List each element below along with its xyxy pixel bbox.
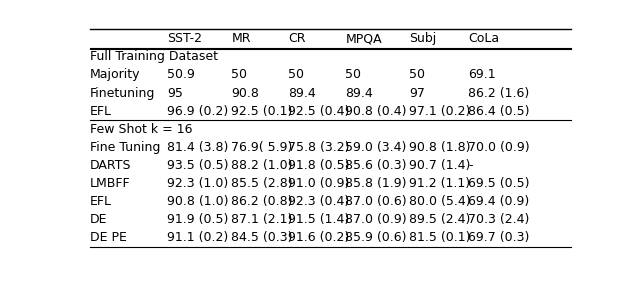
Text: 69.7 (0.3): 69.7 (0.3)	[468, 231, 530, 244]
Text: 87.0 (0.6): 87.0 (0.6)	[346, 195, 407, 208]
Text: 90.8: 90.8	[231, 86, 259, 100]
Text: DE PE: DE PE	[90, 231, 127, 244]
Text: 86.4 (0.5): 86.4 (0.5)	[468, 105, 530, 118]
Text: 90.8 (1.0): 90.8 (1.0)	[167, 195, 228, 208]
Text: 70.3 (2.4): 70.3 (2.4)	[468, 213, 530, 226]
Text: DE: DE	[90, 213, 108, 226]
Text: Majority: Majority	[90, 68, 140, 82]
Text: 69.1: 69.1	[468, 68, 496, 82]
Text: -: -	[468, 159, 473, 172]
Text: 85.6 (0.3): 85.6 (0.3)	[346, 159, 407, 172]
Text: 75.8 (3.2): 75.8 (3.2)	[288, 141, 350, 154]
Text: Finetuning: Finetuning	[90, 86, 156, 100]
Text: 89.5 (2.4): 89.5 (2.4)	[409, 213, 470, 226]
Text: 89.4: 89.4	[288, 86, 316, 100]
Text: 50: 50	[231, 68, 247, 82]
Text: 87.1 (2.1): 87.1 (2.1)	[231, 213, 292, 226]
Text: CR: CR	[288, 32, 306, 45]
Text: 69.4 (0.9): 69.4 (0.9)	[468, 195, 530, 208]
Text: 92.5 (0.1): 92.5 (0.1)	[231, 105, 292, 118]
Text: 93.5 (0.5): 93.5 (0.5)	[167, 159, 228, 172]
Text: 87.0 (0.9): 87.0 (0.9)	[346, 213, 407, 226]
Text: 89.4: 89.4	[346, 86, 373, 100]
Text: 92.3 (0.4): 92.3 (0.4)	[288, 195, 349, 208]
Text: 95: 95	[167, 86, 182, 100]
Text: EFL: EFL	[90, 105, 112, 118]
Text: 96.9 (0.2): 96.9 (0.2)	[167, 105, 228, 118]
Text: 50.9: 50.9	[167, 68, 195, 82]
Text: Subj: Subj	[409, 32, 436, 45]
Text: MR: MR	[231, 32, 251, 45]
Text: 76.9( 5.9): 76.9( 5.9)	[231, 141, 292, 154]
Text: 91.5 (1.4): 91.5 (1.4)	[288, 213, 349, 226]
Text: 50: 50	[346, 68, 362, 82]
Text: CoLa: CoLa	[468, 32, 499, 45]
Text: 91.2 (1.1): 91.2 (1.1)	[409, 177, 470, 190]
Text: Few Shot k = 16: Few Shot k = 16	[90, 123, 193, 136]
Text: 92.3 (1.0): 92.3 (1.0)	[167, 177, 228, 190]
Text: 81.4 (3.8): 81.4 (3.8)	[167, 141, 228, 154]
Text: 81.5 (0.1): 81.5 (0.1)	[409, 231, 470, 244]
Text: DARTS: DARTS	[90, 159, 131, 172]
Text: MPQA: MPQA	[346, 32, 382, 45]
Text: 91.0 (0.9): 91.0 (0.9)	[288, 177, 349, 190]
Text: 85.8 (1.9): 85.8 (1.9)	[346, 177, 407, 190]
Text: 97: 97	[409, 86, 425, 100]
Text: 84.5 (0.3): 84.5 (0.3)	[231, 231, 292, 244]
Text: 88.2 (1.0): 88.2 (1.0)	[231, 159, 292, 172]
Text: 85.9 (0.6): 85.9 (0.6)	[346, 231, 407, 244]
Text: 91.6 (0.2): 91.6 (0.2)	[288, 231, 349, 244]
Text: Fine Tuning: Fine Tuning	[90, 141, 160, 154]
Text: 86.2 (0.8): 86.2 (0.8)	[231, 195, 292, 208]
Text: 91.9 (0.5): 91.9 (0.5)	[167, 213, 228, 226]
Text: 97.1 (0.2): 97.1 (0.2)	[409, 105, 470, 118]
Text: 50: 50	[288, 68, 305, 82]
Text: 90.8 (0.4): 90.8 (0.4)	[346, 105, 407, 118]
Text: 85.5 (2.8): 85.5 (2.8)	[231, 177, 293, 190]
Text: 70.0 (0.9): 70.0 (0.9)	[468, 141, 530, 154]
Text: 91.8 (0.5): 91.8 (0.5)	[288, 159, 350, 172]
Text: 91.1 (0.2): 91.1 (0.2)	[167, 231, 228, 244]
Text: EFL: EFL	[90, 195, 112, 208]
Text: Full Training Dataset: Full Training Dataset	[90, 50, 218, 63]
Text: 80.0 (5.4): 80.0 (5.4)	[409, 195, 470, 208]
Text: SST-2: SST-2	[167, 32, 202, 45]
Text: 92.5 (0.4): 92.5 (0.4)	[288, 105, 349, 118]
Text: 86.2 (1.6): 86.2 (1.6)	[468, 86, 530, 100]
Text: LMBFF: LMBFF	[90, 177, 131, 190]
Text: 90.7 (1.4): 90.7 (1.4)	[409, 159, 470, 172]
Text: 59.0 (3.4): 59.0 (3.4)	[346, 141, 407, 154]
Text: 90.8 (1.8): 90.8 (1.8)	[409, 141, 470, 154]
Text: 69.5 (0.5): 69.5 (0.5)	[468, 177, 530, 190]
Text: 50: 50	[409, 68, 425, 82]
